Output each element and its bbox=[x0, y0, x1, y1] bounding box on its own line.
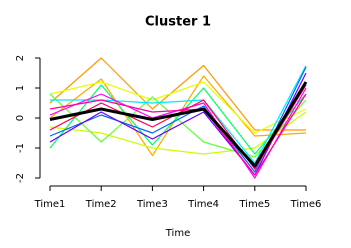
series-line bbox=[50, 65, 307, 164]
x-tick-label: Time1 bbox=[34, 199, 66, 210]
series-line bbox=[49, 57, 306, 131]
series-line bbox=[49, 81, 307, 134]
chart-title: Cluster 1 bbox=[145, 15, 211, 30]
series-line bbox=[49, 93, 307, 176]
series-line bbox=[49, 72, 307, 176]
series-line bbox=[49, 84, 307, 155]
y-tick-label: -1 bbox=[15, 143, 26, 153]
x-tick-label: Time4 bbox=[187, 199, 219, 210]
y-tick-label: 0 bbox=[15, 115, 26, 121]
x-tick-label: Time5 bbox=[238, 199, 270, 210]
center-line bbox=[49, 81, 308, 168]
x-tick-label: Time3 bbox=[136, 199, 168, 210]
series-line bbox=[49, 111, 307, 155]
y-tick-label: 2 bbox=[15, 55, 26, 61]
x-axis-label: Time bbox=[165, 228, 190, 239]
x-tick-label: Time6 bbox=[290, 199, 322, 210]
x-tick-label: Time2 bbox=[85, 199, 117, 210]
y-tick-label: -2 bbox=[15, 173, 26, 183]
y-tick-label: 1 bbox=[15, 85, 26, 91]
